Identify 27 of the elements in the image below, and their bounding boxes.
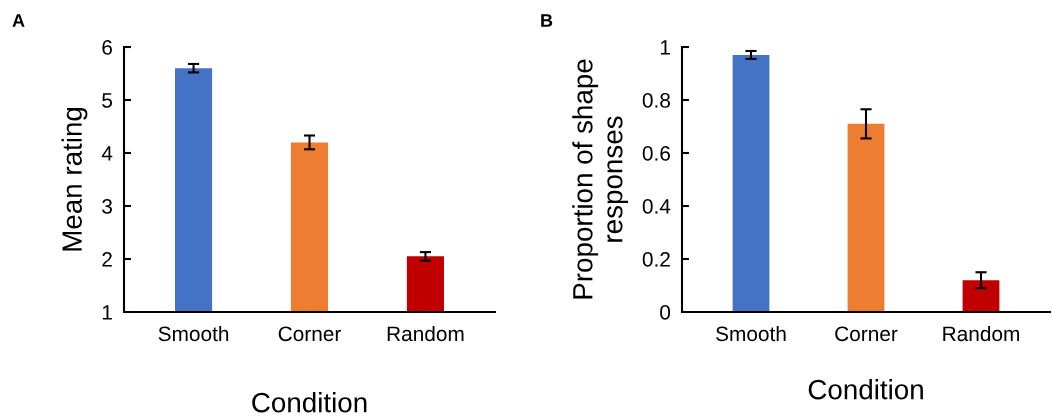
x-tick-label: Corner — [278, 326, 341, 342]
chart-title: B — [541, 14, 553, 27]
y-tick-label: 4 — [101, 146, 113, 161]
y-tick-label: 3 — [102, 199, 112, 214]
bar — [732, 54, 770, 312]
y-tick-label: 6 — [102, 40, 112, 55]
y-tick-label: 1 — [102, 305, 112, 320]
x-axis-title: Condition — [808, 379, 923, 400]
x-tick-label: Random — [387, 325, 464, 342]
x-tick-label: Corner — [835, 326, 898, 342]
bar — [962, 280, 1000, 312]
y-axis-title: Proportion of shape responses — [572, 59, 629, 299]
bar — [847, 123, 885, 312]
y-tick-label: 5 — [102, 93, 113, 108]
y-tick-label: 0.4 — [642, 199, 671, 214]
x-tick-label: Random — [943, 325, 1019, 342]
y-tick-label: 2 — [102, 252, 112, 267]
x-axis-title: Condition — [252, 392, 367, 413]
y-tick-label: 0.6 — [642, 146, 670, 161]
y-tick-label: 0.2 — [642, 252, 670, 267]
y-tick-label: 0 — [660, 305, 671, 320]
chart-title: A — [12, 14, 25, 27]
y-axis-title: Mean rating — [61, 107, 88, 251]
x-tick-label: Smooth — [158, 325, 229, 342]
y-tick-label: 0.8 — [642, 93, 670, 108]
y-tick-label: 1 — [660, 40, 670, 55]
x-tick-label: Smooth — [716, 325, 786, 342]
